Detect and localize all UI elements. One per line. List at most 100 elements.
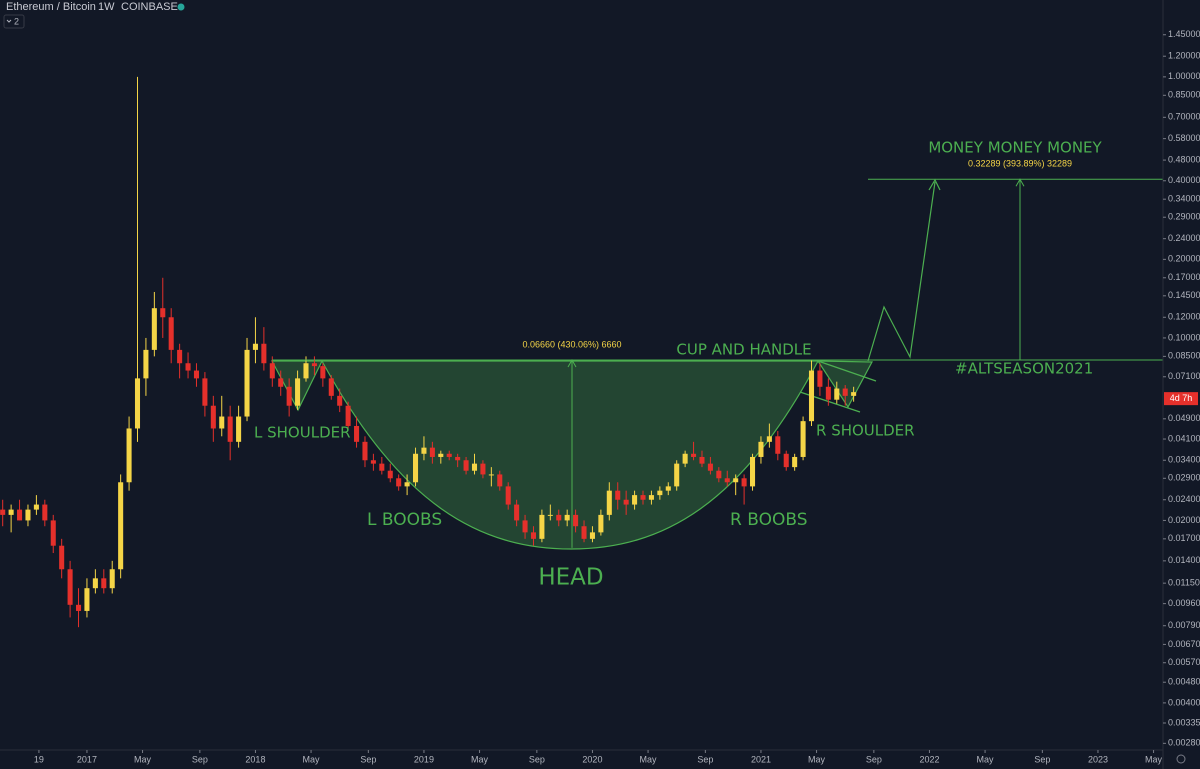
y-tick-label: 0.17000 bbox=[1168, 272, 1200, 282]
candle-body bbox=[109, 569, 115, 589]
price-tag-label: 4d 7h bbox=[1170, 393, 1193, 403]
x-tick-label: May bbox=[303, 754, 321, 764]
candle-body bbox=[648, 495, 654, 500]
x-tick-label: Sep bbox=[360, 754, 376, 764]
x-tick-label: May bbox=[471, 754, 489, 764]
candle-body bbox=[42, 504, 48, 521]
measure-arrowhead bbox=[1015, 178, 1025, 187]
candle-body bbox=[210, 405, 216, 429]
candle-body bbox=[598, 514, 604, 533]
y-tick-label: 0.00790 bbox=[1168, 620, 1200, 630]
y-tick-label: 0.00280 bbox=[1168, 738, 1200, 748]
candle-body bbox=[429, 447, 435, 457]
y-tick-label: 1.45000 bbox=[1168, 29, 1200, 39]
y-tick-label: 0.70000 bbox=[1168, 112, 1200, 122]
candle-body bbox=[463, 460, 469, 471]
x-tick-label: 2021 bbox=[751, 754, 771, 764]
candle-body bbox=[286, 386, 292, 406]
candle-body bbox=[741, 478, 747, 487]
candle-body bbox=[707, 463, 713, 471]
y-tick-label: 0.48000 bbox=[1168, 154, 1200, 164]
candle-body bbox=[354, 425, 360, 442]
annotation: R BOOBS bbox=[730, 510, 808, 530]
symbol: Ethereum / Bitcoin bbox=[6, 1, 96, 13]
candle-body bbox=[547, 514, 553, 516]
candle-body bbox=[160, 308, 166, 318]
y-tick-label: 0.85000 bbox=[1168, 90, 1200, 100]
x-tick-label: May bbox=[977, 754, 995, 764]
annotation: HEAD bbox=[538, 565, 603, 591]
price-tag bbox=[1164, 392, 1198, 406]
candle-body bbox=[825, 386, 831, 400]
x-tick-label: May bbox=[808, 754, 826, 764]
y-tick-label: 0.58000 bbox=[1168, 133, 1200, 143]
indicator-count[interactable]: 2 bbox=[14, 16, 19, 26]
candle-body bbox=[497, 474, 503, 487]
indicator-toggle[interactable] bbox=[3, 14, 25, 29]
handle-line bbox=[817, 360, 877, 382]
y-tick-label: 0.04100 bbox=[1168, 433, 1200, 443]
x-tick-label: May bbox=[640, 754, 658, 764]
candle-body bbox=[522, 520, 528, 533]
y-tick-label: 0.00400 bbox=[1168, 697, 1200, 707]
y-tick-label: 0.01150 bbox=[1168, 578, 1200, 588]
header: Ethereum / Bitcoin 1W COINBASE 2 bbox=[3, 1, 185, 29]
candle-body bbox=[84, 588, 90, 611]
candle-body bbox=[632, 495, 638, 505]
candle-body bbox=[118, 482, 124, 570]
candle-body bbox=[455, 456, 461, 461]
candle-body bbox=[792, 456, 798, 468]
candle-body bbox=[750, 456, 756, 487]
annotation: #ALTSEASON2021 bbox=[955, 360, 1093, 378]
candle-body bbox=[379, 463, 385, 471]
y-tick-label: 0.00670 bbox=[1168, 639, 1200, 649]
candle-body bbox=[564, 514, 570, 521]
y-tick-label: 0.00960 bbox=[1168, 598, 1200, 608]
candle-body bbox=[783, 453, 789, 468]
candle-body bbox=[0, 509, 6, 515]
candles bbox=[0, 76, 857, 628]
candle-body bbox=[143, 349, 149, 379]
x-tick-label: Sep bbox=[866, 754, 882, 764]
candle-body bbox=[606, 490, 612, 515]
settings-icon[interactable] bbox=[1176, 754, 1186, 764]
y-tick-label: 1.00000 bbox=[1168, 71, 1200, 81]
candle-body bbox=[691, 453, 697, 457]
x-tick-label: 2017 bbox=[77, 754, 97, 764]
exchange: COINBASE bbox=[121, 1, 178, 13]
x-tick-label: Sep bbox=[697, 754, 713, 764]
x-tick-label: May bbox=[1145, 754, 1163, 764]
candle-body bbox=[640, 495, 646, 500]
projection-arrowhead bbox=[928, 178, 941, 191]
y-tick-label: 0.00335 bbox=[1168, 717, 1200, 727]
candle-body bbox=[177, 349, 183, 364]
y-tick-label: 0.02400 bbox=[1168, 494, 1200, 504]
candle-body bbox=[134, 378, 141, 429]
candle-body bbox=[488, 474, 494, 476]
x-tick-label: May bbox=[134, 754, 152, 764]
x-tick-label: 19 bbox=[34, 754, 44, 764]
candle-body bbox=[151, 308, 157, 350]
x-tick-label: 2022 bbox=[919, 754, 939, 764]
annotation: L SHOULDER bbox=[254, 424, 351, 442]
y-tick-label: 0.01400 bbox=[1168, 555, 1200, 565]
candle-body bbox=[59, 545, 65, 570]
candle-body bbox=[244, 349, 250, 417]
measure-label: 0.32289 (393.89%) 32289 bbox=[968, 159, 1072, 169]
annotation: L BOOBS bbox=[367, 510, 442, 530]
annotation: R SHOULDER bbox=[816, 422, 915, 440]
candle-body bbox=[101, 578, 107, 589]
candle-body bbox=[219, 416, 225, 429]
candle-body bbox=[278, 378, 284, 387]
x-tick-label: Sep bbox=[192, 754, 208, 764]
x-tick-label: 2018 bbox=[245, 754, 265, 764]
candle-body bbox=[168, 317, 174, 350]
candle-body bbox=[75, 604, 82, 611]
candle-body bbox=[699, 456, 705, 464]
candle-body bbox=[387, 470, 393, 479]
y-tick-label: 1.20000 bbox=[1168, 51, 1200, 61]
y-tick-label: 0.08500 bbox=[1168, 351, 1200, 361]
x-tick-label: 2023 bbox=[1088, 754, 1108, 764]
